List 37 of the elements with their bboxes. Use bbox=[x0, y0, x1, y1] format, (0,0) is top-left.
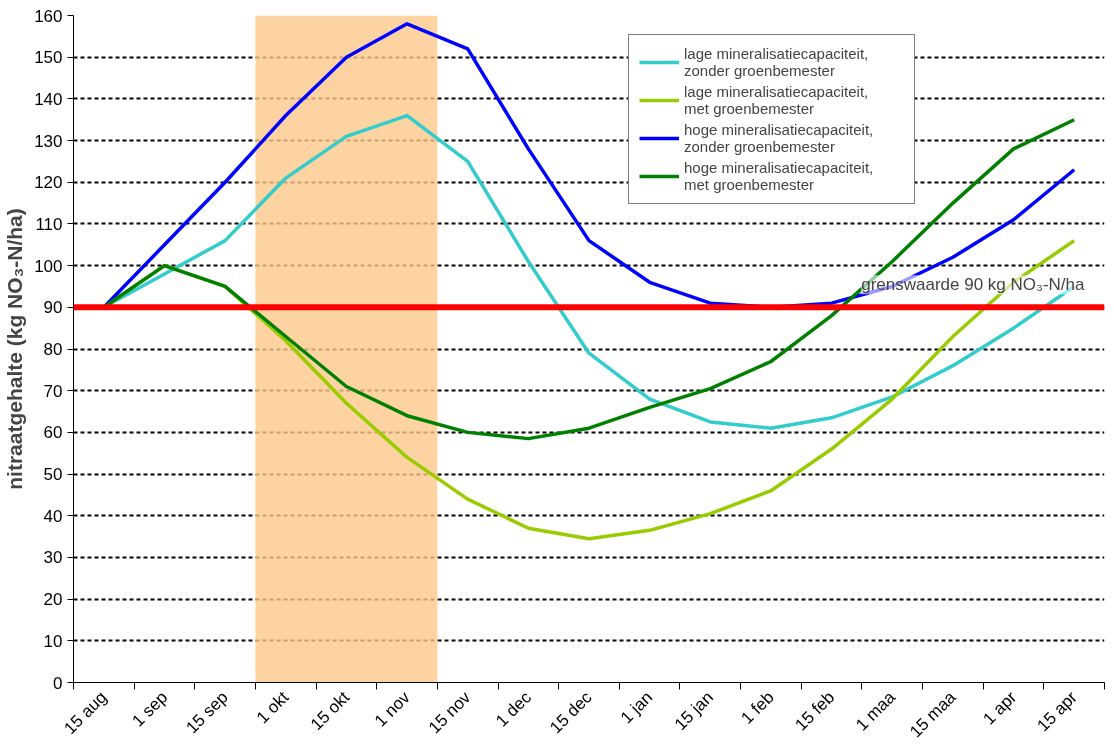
x-tick-label: 1 dec bbox=[492, 687, 536, 731]
y-tick-label: 140 bbox=[34, 89, 63, 109]
y-tick-label: 100 bbox=[34, 256, 63, 276]
y-tick-label: 160 bbox=[34, 6, 63, 26]
y-tick-label: 110 bbox=[35, 214, 63, 234]
y-axis-title: nitraatgehalte (kg NO₃-N/ha) bbox=[3, 208, 27, 490]
y-tick-label: 150 bbox=[34, 48, 63, 68]
y-tick-label: 10 bbox=[43, 631, 63, 651]
x-tick-label: 1 nov bbox=[370, 687, 415, 731]
y-tick-label: 0 bbox=[53, 673, 63, 693]
y-tick-label: 130 bbox=[34, 131, 63, 151]
x-tick-label: 15 jan bbox=[670, 687, 718, 734]
y-tick-label: 40 bbox=[43, 506, 63, 526]
legend-label: hoge mineralisatiecapaciteit, met groenbemester bbox=[684, 159, 875, 193]
x-tick-label: 15 maa bbox=[906, 687, 960, 742]
x-tick-label: 15 aug bbox=[60, 687, 111, 738]
y-tick-label: 50 bbox=[43, 465, 63, 485]
y-tick-label: 70 bbox=[43, 381, 63, 401]
x-tick-label: 15 apr bbox=[1033, 687, 1082, 736]
x-tick-label: 15 dec bbox=[546, 687, 597, 738]
y-tick-label: 20 bbox=[43, 590, 63, 610]
x-tick-label: 15 okt bbox=[306, 687, 354, 734]
y-tick-label: 60 bbox=[43, 423, 63, 443]
ref-line-label: grenswaarde 90 kg NO₃-N/ha bbox=[861, 275, 1086, 295]
x-tick-label: 1 jan bbox=[616, 687, 657, 728]
y-tick-label: 30 bbox=[43, 548, 63, 568]
x-tick-label: 1 feb bbox=[737, 687, 778, 728]
x-tick-label: 15 feb bbox=[791, 687, 839, 735]
x-tick-label: 1 sep bbox=[128, 687, 172, 731]
x-tick-label: 1 maa bbox=[852, 687, 900, 735]
y-tick-label: 120 bbox=[34, 173, 63, 193]
x-tick-label: 1 apr bbox=[979, 687, 1021, 729]
x-tick-label: 15 nov bbox=[424, 687, 475, 738]
y-tick-label: 80 bbox=[43, 340, 63, 359]
x-tick-label: 15 sep bbox=[182, 687, 232, 738]
x-tick-label: 1 okt bbox=[252, 687, 293, 728]
y-tick-label: 90 bbox=[43, 298, 63, 318]
